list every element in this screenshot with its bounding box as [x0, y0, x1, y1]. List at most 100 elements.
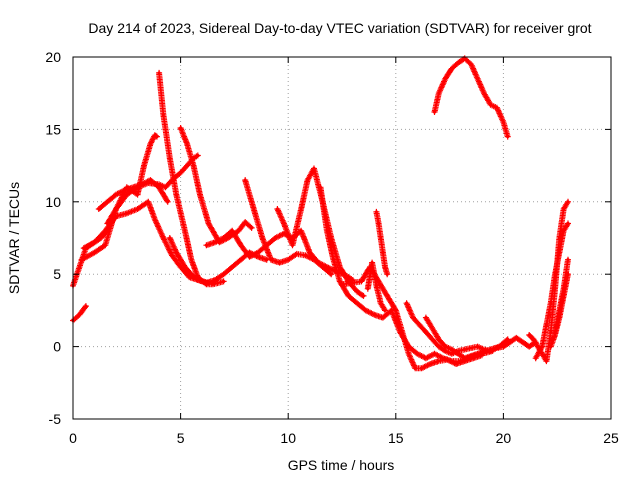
data-point — [256, 255, 260, 259]
data-point — [146, 200, 150, 204]
data-point — [527, 333, 531, 337]
data-point — [174, 192, 178, 197]
data-point — [140, 182, 144, 187]
data-point — [295, 252, 299, 256]
data-point — [463, 356, 467, 360]
data-point — [424, 316, 428, 320]
data-point — [508, 340, 512, 344]
data-point — [364, 308, 368, 312]
data-point — [411, 316, 415, 320]
data-point — [189, 272, 193, 276]
data-point — [191, 164, 196, 168]
data-point — [443, 77, 447, 81]
data-point — [443, 345, 447, 349]
data-point — [299, 229, 303, 233]
data-point — [383, 265, 387, 269]
data-point — [381, 250, 385, 255]
data-point — [286, 258, 290, 262]
data-point — [424, 356, 428, 360]
data-point — [404, 301, 409, 305]
data-point — [562, 207, 566, 211]
data-point — [450, 347, 454, 352]
data-point — [148, 178, 153, 182]
data-point — [222, 279, 226, 284]
data-point — [482, 91, 486, 95]
data-point — [114, 192, 118, 197]
series-arc-17 — [403, 300, 539, 357]
data-point — [338, 265, 342, 269]
data-point — [198, 192, 202, 197]
data-point — [179, 126, 183, 130]
data-point — [163, 185, 168, 189]
series-arc-7 — [80, 198, 212, 286]
series-arc-11 — [242, 177, 335, 278]
data-point — [544, 359, 549, 363]
data-point — [370, 261, 374, 265]
x-tick-label: 20 — [496, 430, 512, 446]
data-point — [549, 301, 553, 305]
plus-markers — [431, 55, 511, 140]
data-point — [557, 316, 561, 320]
data-point — [213, 278, 217, 282]
data-point — [222, 236, 226, 240]
data-point — [299, 207, 303, 211]
data-point — [97, 207, 101, 211]
plot-frame — [72, 56, 612, 420]
data-point — [239, 243, 243, 247]
data-point — [170, 178, 174, 182]
data-point — [415, 352, 419, 356]
series-arc-2 — [70, 227, 111, 289]
data-point — [361, 294, 366, 298]
series-arc-19 — [422, 314, 511, 362]
data-point — [189, 258, 193, 262]
data-point — [157, 71, 161, 75]
data-point — [230, 229, 234, 233]
data-point — [318, 185, 323, 189]
data-point — [92, 240, 97, 244]
data-point — [469, 346, 473, 350]
data-point — [553, 333, 557, 337]
data-point — [282, 232, 286, 236]
data-point — [407, 352, 411, 356]
data-point — [385, 294, 389, 298]
data-point — [222, 272, 226, 276]
data-point — [454, 362, 458, 366]
data-point — [174, 250, 178, 255]
data-point — [366, 287, 370, 291]
data-point — [206, 221, 211, 226]
data-point — [243, 178, 247, 182]
data-point — [179, 171, 183, 175]
data-point — [161, 236, 165, 240]
data-point — [247, 255, 252, 259]
data-point — [553, 272, 557, 276]
data-point — [153, 217, 157, 221]
data-point — [103, 243, 107, 247]
data-point — [168, 156, 172, 160]
data-point — [534, 356, 538, 360]
data-point — [443, 349, 447, 353]
data-point — [351, 281, 355, 285]
data-point — [501, 120, 505, 124]
y-tick-label: 15 — [45, 121, 61, 137]
data-point — [432, 110, 437, 114]
data-point — [437, 359, 441, 363]
data-point — [243, 220, 247, 224]
data-series — [70, 55, 571, 372]
data-point — [359, 279, 363, 284]
data-point — [84, 304, 88, 308]
data-point — [168, 236, 172, 240]
data-point — [437, 91, 441, 95]
plus-markers — [156, 69, 227, 288]
data-point — [135, 207, 140, 211]
data-point — [142, 164, 146, 168]
data-point — [252, 207, 256, 211]
data-point — [432, 330, 437, 334]
data-point — [77, 265, 82, 269]
series-arc-8 — [95, 177, 171, 212]
data-point — [456, 352, 460, 356]
series-arc-15 — [364, 259, 388, 314]
data-point — [77, 313, 82, 317]
data-point — [125, 211, 129, 215]
data-point — [183, 229, 187, 233]
